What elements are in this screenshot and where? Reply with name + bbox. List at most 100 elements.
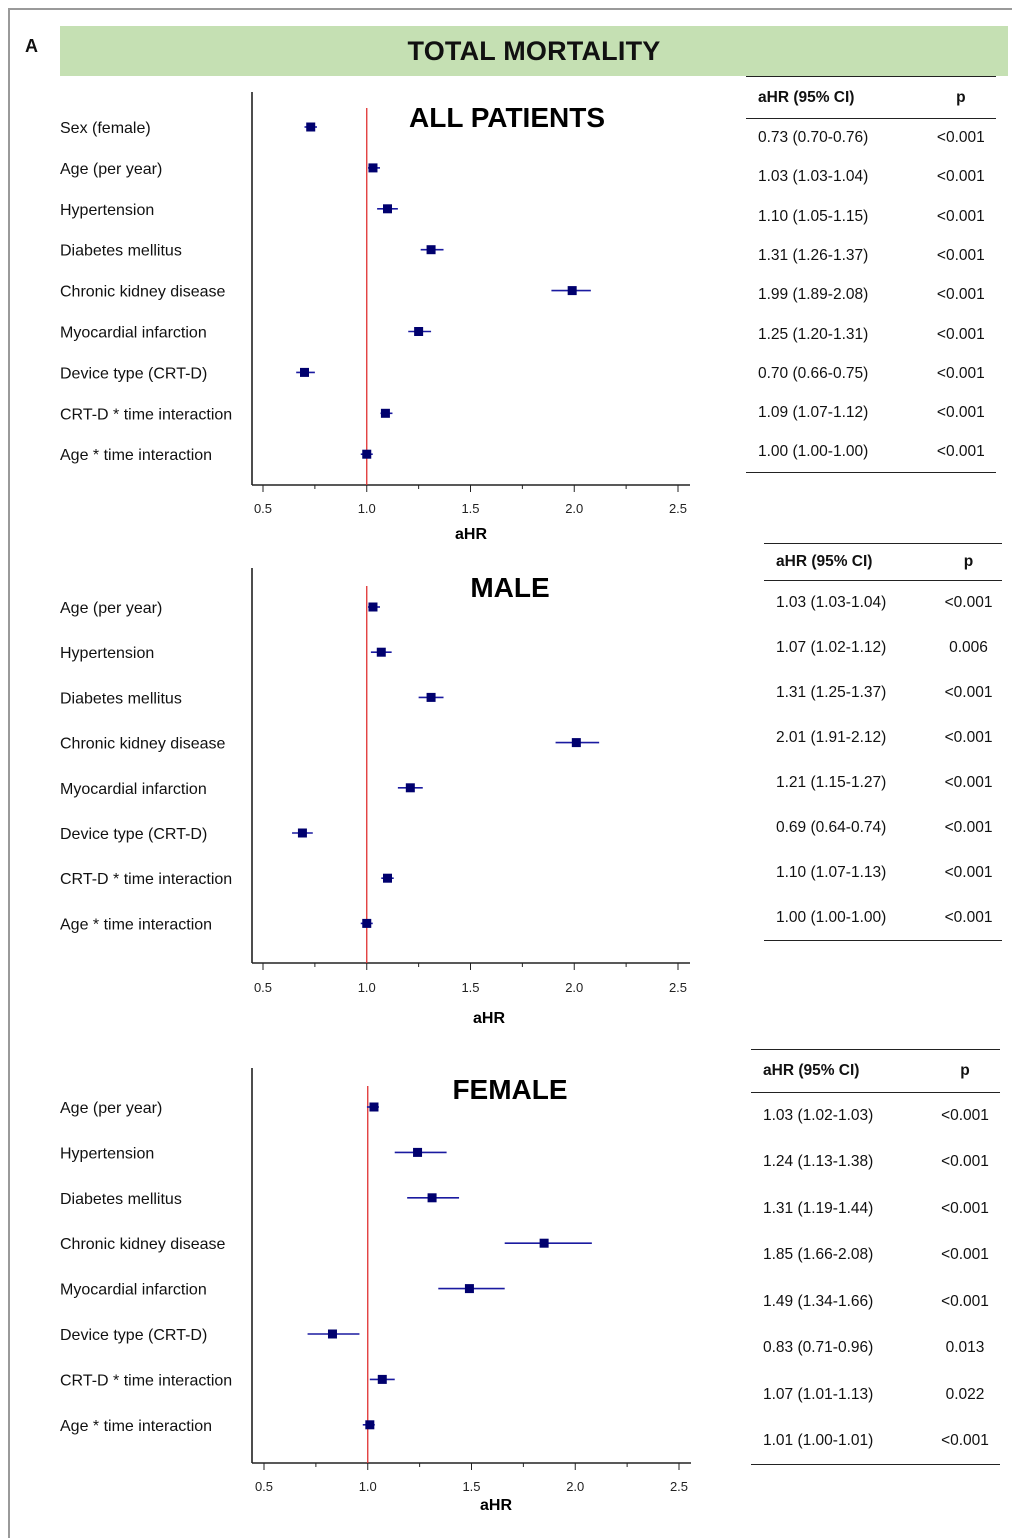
hr-ci-cell: 0.73 (0.70-0.76) xyxy=(758,129,869,147)
header-p: p xyxy=(935,543,1002,581)
results-table: aHR (95% CI) p 1.03 (1.02-1.03) <0.001 1.24 … xyxy=(751,1049,1000,1465)
table-row: 0.70 (0.66-0.75) <0.001 xyxy=(746,354,996,393)
row-label: Chronic kidney disease xyxy=(60,736,226,753)
p-value-cell: <0.001 xyxy=(944,774,993,791)
row-label: CRT-D * time interaction xyxy=(60,406,232,423)
table-row: 1.01 (1.00-1.01) <0.001 xyxy=(751,1418,1000,1465)
hr-point xyxy=(383,873,392,883)
hr-point xyxy=(426,245,436,255)
p-value-cell: <0.001 xyxy=(944,729,993,746)
row-label: Diabetes mellitus xyxy=(60,243,182,260)
x-axis-label: aHR xyxy=(455,526,487,543)
x-tick-label: 2.5 xyxy=(669,980,687,995)
table-row: 1.10 (1.07-1.13) <0.001 xyxy=(764,851,1002,896)
row-label: CRT-D * time interaction xyxy=(60,871,232,888)
hr-ci-cell: 1.03 (1.03-1.04) xyxy=(758,168,869,186)
row-label: Chronic kidney disease xyxy=(60,284,226,301)
hr-point xyxy=(365,1420,375,1430)
panel-letter: A xyxy=(25,36,38,56)
row-label: CRT-D * time interaction xyxy=(60,1372,232,1389)
x-tick-label: 1.5 xyxy=(462,1479,480,1494)
x-tick-label: 2.0 xyxy=(566,1479,584,1494)
hr-ci-cell: 1.31 (1.26-1.37) xyxy=(758,247,869,265)
row-label: Hypertension xyxy=(60,1145,154,1162)
x-tick-label: 1.5 xyxy=(461,980,479,995)
row-label: Age (per year) xyxy=(60,161,162,178)
row-label: Device type (CRT-D) xyxy=(60,365,207,382)
hr-point xyxy=(362,918,372,928)
row-label: Device type (CRT-D) xyxy=(60,826,207,843)
row-label: Age (per year) xyxy=(60,600,162,617)
table-row: 0.83 (0.71-0.96) 0.013 xyxy=(751,1325,1000,1372)
row-label: Myocardial infarction xyxy=(60,1282,207,1299)
x-tick-label: 2.0 xyxy=(565,980,583,995)
p-value-cell: <0.001 xyxy=(944,594,993,612)
x-tick-label: 1.5 xyxy=(461,501,479,516)
hr-point xyxy=(427,1193,437,1203)
title-banner: TOTAL MORTALITY xyxy=(60,26,1008,76)
p-value-cell: <0.001 xyxy=(936,207,985,225)
hr-ci-cell: 1.24 (1.13-1.38) xyxy=(763,1153,874,1171)
hr-point xyxy=(377,1374,387,1384)
table-row: 1.00 (1.00-1.00) <0.001 xyxy=(746,432,996,473)
p-value-cell: <0.001 xyxy=(941,1153,989,1171)
header-p: p xyxy=(929,1049,1000,1093)
hr-ci-cell: 1.31 (1.19-1.44) xyxy=(763,1199,874,1217)
p-value-cell: <0.001 xyxy=(944,864,993,881)
hr-point xyxy=(464,1284,474,1294)
table-row: 1.99 (1.89-2.08) <0.001 xyxy=(746,276,996,315)
hr-ci-cell: 1.00 (1.00-1.00) xyxy=(764,895,936,941)
subplot-title: FEMALE xyxy=(452,1074,567,1105)
hr-ci-cell: 0.83 (0.71-0.96) xyxy=(763,1339,874,1357)
row-label: Myocardial infarction xyxy=(60,781,207,798)
hr-ci-cell: 1.03 (1.02-1.03) xyxy=(763,1107,874,1124)
p-value-cell: <0.001 xyxy=(936,286,985,304)
row-label: Diabetes mellitus xyxy=(60,690,182,707)
subplot-title: MALE xyxy=(470,572,549,603)
table-row: 1.07 (1.02-1.12) 0.006 xyxy=(764,626,1002,671)
x-tick-label: 0.5 xyxy=(254,980,272,995)
x-tick-label: 1.0 xyxy=(358,501,376,516)
p-value-cell: <0.001 xyxy=(944,819,993,836)
figure-frame xyxy=(8,8,1012,1538)
row-label: Hypertension xyxy=(60,645,154,662)
p-value-cell: <0.001 xyxy=(941,1199,989,1217)
row-label: Chronic kidney disease xyxy=(60,1236,226,1253)
table-row: 1.31 (1.19-1.44) <0.001 xyxy=(751,1186,1000,1233)
hr-point xyxy=(414,327,424,336)
hr-ci-cell: 1.01 (1.00-1.01) xyxy=(751,1418,930,1465)
subplot-title: ALL PATIENTS xyxy=(409,102,605,133)
row-label: Myocardial infarction xyxy=(60,325,207,342)
x-tick-label: 2.0 xyxy=(565,501,583,516)
hr-ci-cell: 0.70 (0.66-0.75) xyxy=(758,364,869,382)
hr-point xyxy=(300,367,309,377)
hr-ci-cell: 1.07 (1.01-1.13) xyxy=(763,1385,874,1403)
x-tick-label: 1.0 xyxy=(359,1479,377,1494)
hr-ci-cell: 1.85 (1.66-2.08) xyxy=(763,1246,874,1264)
results-table: aHR (95% CI) p 0.73 (0.70-0.76) <0.001 1.03 … xyxy=(746,76,996,473)
hr-ci-cell: 1.07 (1.02-1.12) xyxy=(776,639,887,656)
row-label: Device type (CRT-D) xyxy=(60,1327,207,1344)
table-row: 0.69 (0.64-0.74) <0.001 xyxy=(764,806,1002,851)
hr-point xyxy=(405,783,415,793)
p-value-cell: <0.001 xyxy=(944,684,993,701)
table-row: 1.10 (1.05-1.15) <0.001 xyxy=(746,197,996,236)
hr-point xyxy=(297,828,307,838)
hr-ci-cell: 2.01 (1.91-2.12) xyxy=(776,729,887,746)
hr-point xyxy=(369,1102,379,1112)
p-value-cell: <0.001 xyxy=(936,404,985,422)
hr-ci-cell: 1.49 (1.34-1.66) xyxy=(763,1292,874,1310)
table-row: 1.00 (1.00-1.00) <0.001 xyxy=(764,895,1002,941)
table-row: 1.03 (1.03-1.04) <0.001 xyxy=(764,581,1002,626)
table-row: 2.01 (1.91-2.12) <0.001 xyxy=(764,716,1002,761)
hr-point xyxy=(306,122,316,132)
p-value-cell: <0.001 xyxy=(941,1246,989,1264)
table-header-row: aHR (95% CI) p xyxy=(764,543,1002,581)
hr-ci-cell: 1.31 (1.25-1.37) xyxy=(776,684,887,701)
hr-point xyxy=(383,204,392,214)
row-label: Age * time interaction xyxy=(60,447,212,464)
table-row: 0.73 (0.70-0.76) <0.001 xyxy=(746,119,996,158)
header-hr: aHR (95% CI) xyxy=(746,76,926,119)
p-value-cell: 0.006 xyxy=(949,639,988,656)
